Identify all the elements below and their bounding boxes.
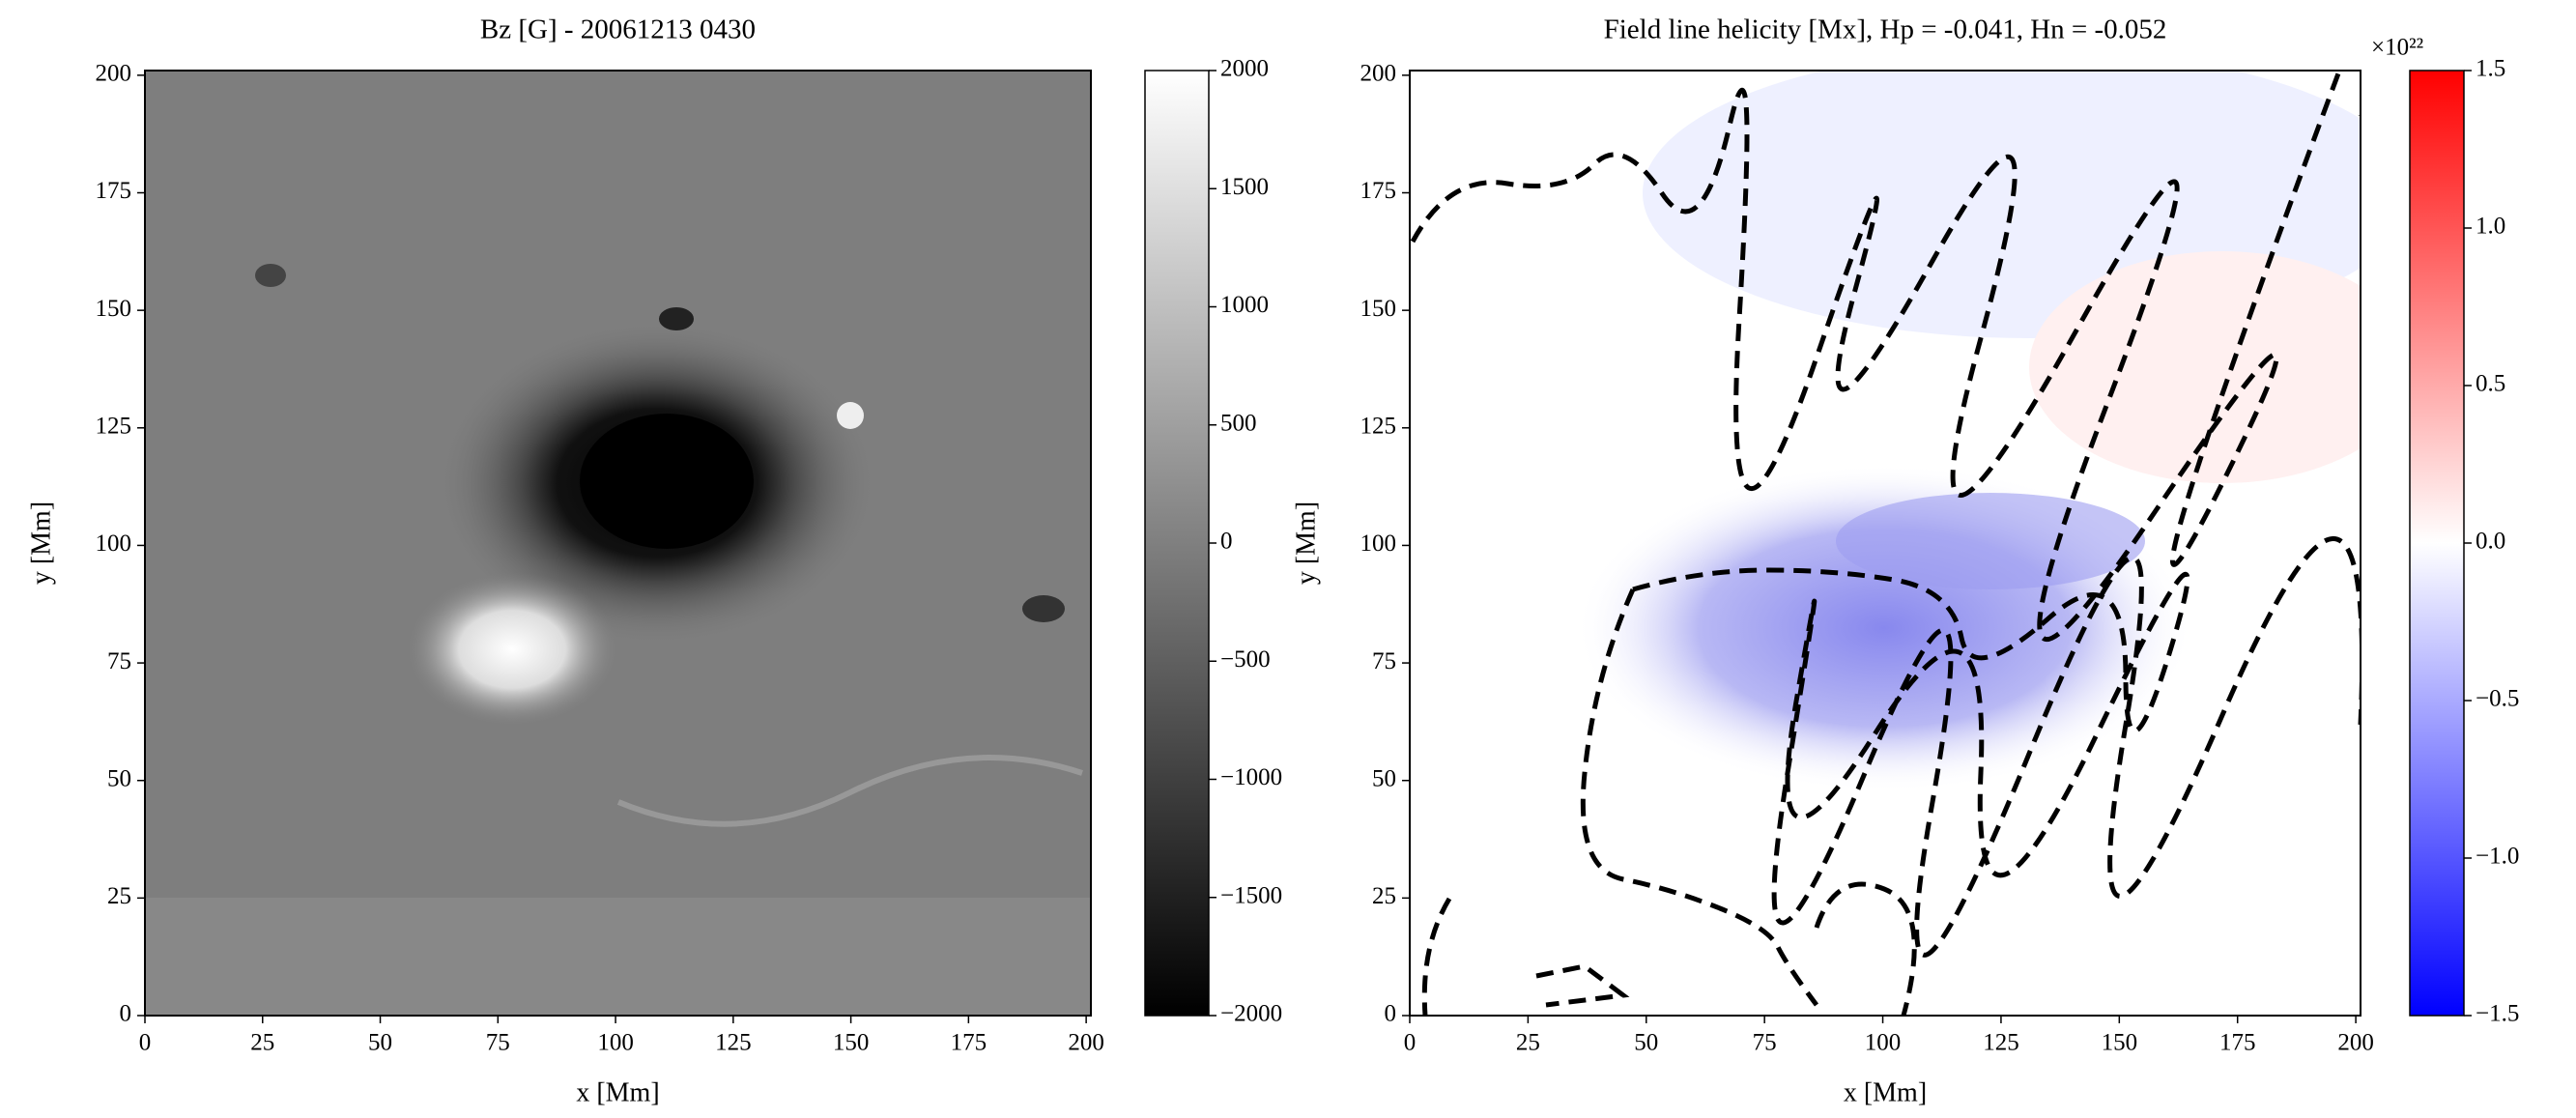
x-axis-label: x [Mm]	[576, 1077, 659, 1107]
y-axis-label: y [Mm]	[1291, 502, 1321, 585]
colorbar-tick-label: 0	[1220, 529, 1233, 555]
y-axis-label: y [Mm]	[26, 502, 56, 585]
x-tick-label: 100	[597, 1030, 634, 1056]
colorbar-tick-label: 1.5	[2476, 56, 2505, 82]
y-tick-label: 125	[1360, 414, 1397, 440]
colorbar-tick-label: −1.0	[2476, 844, 2519, 870]
y-tick-label: 75	[1372, 648, 1396, 674]
y-tick-label: 0	[1385, 1001, 1397, 1027]
colorbar-tick-label: 1000	[1220, 292, 1269, 318]
y-tick-label: 175	[1360, 178, 1397, 204]
x-tick-label: 175	[2219, 1030, 2256, 1056]
x-tick-label: 50	[368, 1030, 392, 1056]
y-tick-label: 50	[107, 765, 131, 791]
colorbar-offset-label: ×10²²	[2371, 35, 2423, 61]
colorbar-tick-label: −1000	[1220, 764, 1282, 790]
x-tick-label: 0	[1404, 1030, 1417, 1056]
colorbar-tick-label: 2000	[1220, 56, 1269, 82]
colorbar-tick-label: −2000	[1220, 1001, 1282, 1027]
colorbar	[1144, 70, 1210, 1017]
x-tick-label: 25	[250, 1030, 274, 1056]
y-tick-label: 25	[107, 883, 131, 909]
colorbar-tick-label: 1500	[1220, 174, 1269, 200]
x-tick-label: 150	[833, 1030, 870, 1056]
y-tick-label: 125	[96, 414, 132, 440]
x-axis-label: x [Mm]	[1844, 1077, 1927, 1107]
plot-frame	[1409, 70, 2361, 1017]
colorbar-tick-label: 500	[1220, 410, 1257, 436]
magnetogram-image	[145, 71, 1091, 1016]
x-tick-label: 25	[1516, 1030, 1540, 1056]
colorbar-tick-label: 0.0	[2476, 529, 2505, 555]
chart-title: Bz [G] - 20061213 0430	[480, 14, 756, 45]
colorbar-tick-label: −1500	[1220, 882, 1282, 908]
y-tick-label: 50	[1372, 765, 1396, 791]
colorbar-tick-label: −500	[1220, 646, 1271, 673]
y-tick-label: 75	[107, 648, 131, 674]
y-tick-label: 0	[120, 1001, 132, 1027]
colorbar-tick-label: −0.5	[2476, 686, 2519, 712]
x-tick-label: 75	[486, 1030, 510, 1056]
y-tick-label: 25	[1372, 883, 1396, 909]
colorbar-tick-label: 1.0	[2476, 214, 2505, 240]
helicity-image	[1410, 71, 2361, 1016]
y-tick-label: 175	[96, 178, 132, 204]
colorbar-tick-label: −1.5	[2476, 1001, 2519, 1027]
x-tick-label: 175	[951, 1030, 987, 1056]
y-tick-label: 100	[1360, 530, 1397, 557]
colorbar-tick-label: 0.5	[2476, 371, 2505, 397]
y-tick-label: 200	[96, 61, 132, 87]
x-tick-label: 150	[2102, 1030, 2138, 1056]
x-tick-label: 125	[715, 1030, 752, 1056]
y-tick-label: 200	[1360, 61, 1397, 87]
x-tick-label: 50	[1634, 1030, 1658, 1056]
x-tick-label: 200	[2337, 1030, 2374, 1056]
y-tick-label: 150	[1360, 296, 1397, 322]
y-tick-label: 100	[96, 530, 132, 557]
x-tick-label: 100	[1865, 1030, 1902, 1056]
chart-title: Field line helicity [Mx], Hp = -0.041, H…	[1604, 14, 2167, 45]
x-tick-label: 0	[139, 1030, 152, 1056]
x-tick-label: 125	[1983, 1030, 2019, 1056]
colorbar	[2409, 70, 2465, 1017]
plot-frame	[144, 70, 1092, 1017]
x-tick-label: 200	[1068, 1030, 1104, 1056]
y-tick-label: 150	[96, 296, 132, 322]
x-tick-label: 75	[1753, 1030, 1777, 1056]
